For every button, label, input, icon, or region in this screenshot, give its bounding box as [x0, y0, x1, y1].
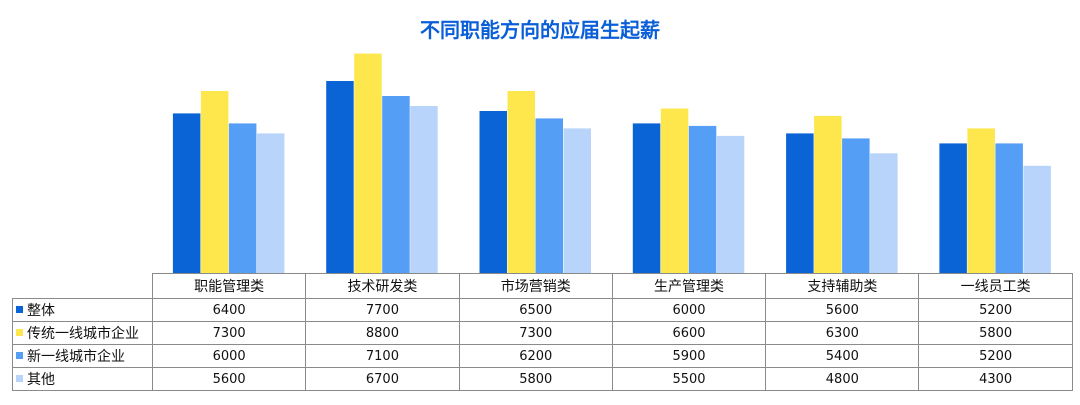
value-cell: 5400 [765, 344, 920, 368]
value-cell: 5800 [918, 321, 1073, 345]
bar-2-1 [200, 91, 229, 273]
bar-4-4 [716, 135, 745, 273]
series-legend-cell: 传统一线城市企业 [12, 321, 153, 345]
category-label: 市场营销类 [458, 273, 613, 299]
bar-3-5 [842, 138, 870, 273]
table-row: 其他 5600 6700 5800 5500 4800 4300 [12, 367, 1073, 391]
legend-swatch [16, 351, 23, 359]
value-cell: 5600 [765, 298, 920, 322]
bar-4-2 [410, 106, 438, 273]
table-header-row: 职能管理类 技术研发类 市场营销类 生产管理类 支持辅助类 一线员工类 [12, 273, 1073, 299]
bar-4-6 [1023, 165, 1051, 273]
value-cell: 6700 [305, 367, 460, 391]
series-name: 新一线城市企业 [27, 349, 125, 365]
bar-2-6 [967, 128, 995, 273]
value-cell: 4800 [765, 367, 920, 391]
value-cell: 7700 [305, 298, 460, 322]
legend-swatch [16, 305, 23, 313]
bar-2-4 [660, 108, 689, 273]
series-name: 传统一线城市企业 [27, 326, 139, 342]
bar-4-5 [870, 153, 898, 273]
bar-3-3 [535, 118, 563, 273]
legend-swatch [16, 374, 23, 382]
table-corner [12, 273, 153, 299]
value-cell: 5200 [918, 298, 1073, 322]
series-name: 其他 [27, 372, 55, 388]
bar-2-5 [814, 115, 842, 273]
chart-title: 不同职能方向的应届生起薪 [420, 18, 660, 42]
category-label: 生产管理类 [611, 273, 767, 299]
value-cell: 7300 [458, 321, 613, 345]
value-cell: 6400 [151, 298, 307, 322]
value-cell: 4300 [918, 367, 1073, 391]
bar-3-4 [688, 125, 717, 273]
value-cell: 6200 [458, 344, 613, 368]
value-cell: 6500 [458, 298, 613, 322]
value-cell: 8800 [305, 321, 460, 345]
bar-3-2 [382, 96, 410, 273]
bar-1-3 [479, 111, 507, 273]
table-row: 整体 6400 7700 6500 6000 5600 5200 [12, 298, 1073, 322]
series-legend-cell: 新一线城市企业 [12, 344, 153, 368]
bar-1-2 [326, 81, 354, 273]
bar-2-2 [354, 53, 382, 273]
bar-3-6 [995, 143, 1023, 273]
value-cell: 7100 [305, 344, 460, 368]
value-cell: 6300 [765, 321, 920, 345]
table-row: 传统一线城市企业 7300 8800 7300 6600 6300 5800 [12, 321, 1073, 345]
bar-1-6 [939, 143, 967, 273]
bar-4-1 [256, 133, 285, 273]
category-label: 支持辅助类 [765, 273, 920, 299]
category-label: 职能管理类 [151, 273, 307, 299]
value-cell: 5500 [611, 367, 767, 391]
table-row: 新一线城市企业 6000 7100 6200 5900 5400 5200 [12, 344, 1073, 368]
series-legend-cell: 整体 [12, 298, 153, 322]
value-cell: 6000 [151, 344, 307, 368]
category-label: 技术研发类 [305, 273, 460, 299]
series-legend-cell: 其他 [12, 367, 153, 391]
value-cell: 6600 [611, 321, 767, 345]
value-cell: 5900 [611, 344, 767, 368]
value-cell: 5600 [151, 367, 307, 391]
bar-chart [172, 53, 1051, 273]
value-cell: 6000 [611, 298, 767, 322]
legend-swatch [16, 328, 23, 336]
bar-1-1 [172, 113, 201, 273]
bar-1-5 [786, 133, 814, 273]
bar-3-1 [228, 123, 257, 273]
value-cell: 5200 [918, 344, 1073, 368]
value-cell: 5800 [458, 367, 613, 391]
bar-4-3 [563, 128, 591, 273]
bar-2-3 [507, 91, 535, 273]
value-cell: 7300 [151, 321, 307, 345]
category-label: 一线员工类 [918, 273, 1073, 299]
series-name: 整体 [27, 303, 55, 319]
data-table: 职能管理类 技术研发类 市场营销类 生产管理类 支持辅助类 一线员工类整体 6400 7700… [12, 273, 1073, 391]
bar-1-4 [632, 123, 661, 273]
